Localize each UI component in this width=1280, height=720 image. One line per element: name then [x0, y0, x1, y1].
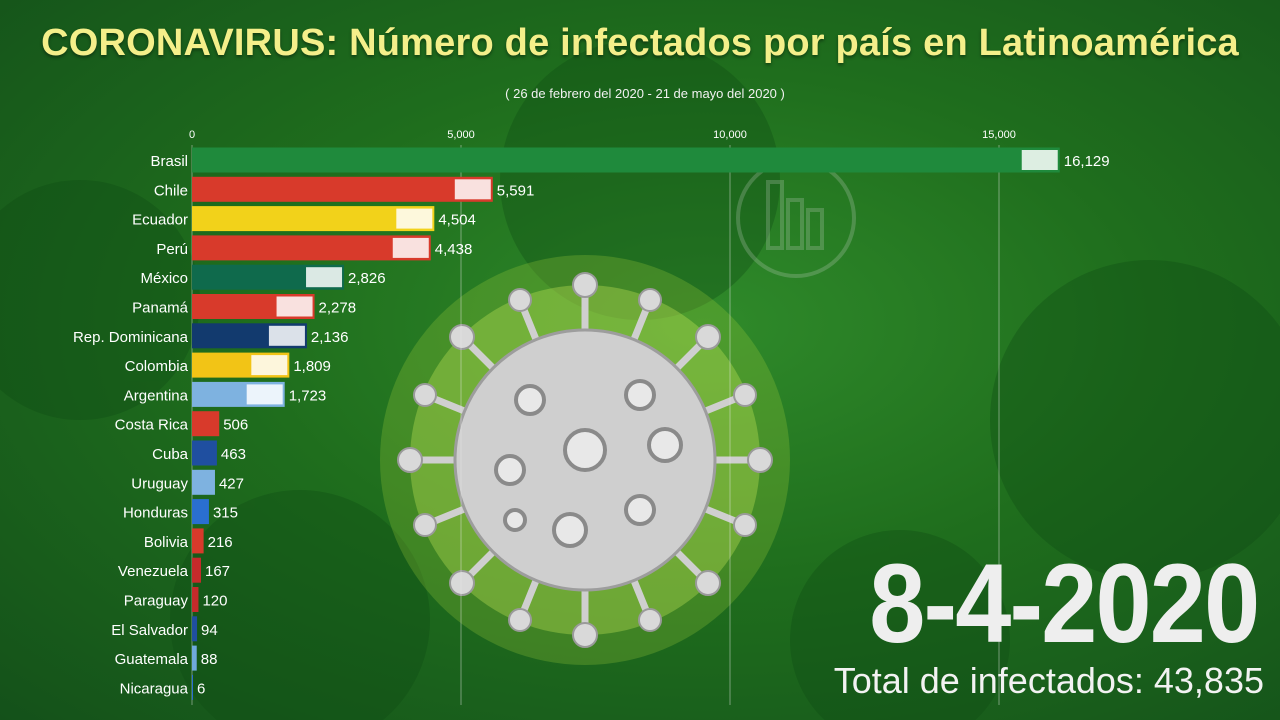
- bar-13: [192, 528, 204, 554]
- x-tick-label: 0: [189, 129, 195, 141]
- chart-subtitle: ( 26 de febrero del 2020 - 21 de mayo de…: [505, 86, 785, 101]
- value-label: 1,809: [293, 358, 331, 375]
- bar-0: [192, 147, 1060, 173]
- category-label: Costa Rica: [115, 417, 189, 434]
- bar-17: [192, 645, 197, 671]
- category-label: Nicaragua: [120, 680, 189, 697]
- value-label: 167: [205, 563, 230, 580]
- bar-15: [192, 587, 199, 612]
- value-label: 2,278: [319, 300, 357, 317]
- x-tick-label: 10,000: [713, 129, 747, 141]
- flag-icon: [454, 179, 491, 200]
- bar-11: [192, 469, 215, 495]
- value-label: 4,438: [435, 241, 473, 258]
- category-label: Ecuador: [132, 212, 188, 229]
- category-label: Panamá: [132, 300, 189, 317]
- flag-icon: [276, 296, 313, 317]
- value-label: 4,504: [438, 212, 476, 229]
- flag-icon: [396, 208, 433, 229]
- value-label: 6: [197, 680, 205, 697]
- category-label: Venezuela: [118, 563, 189, 580]
- category-label: Honduras: [123, 505, 188, 522]
- value-label: 16,129: [1064, 153, 1110, 170]
- x-tick-label: 5,000: [447, 129, 475, 141]
- category-label: Perú: [156, 241, 188, 258]
- bar-1: [192, 176, 493, 202]
- category-label: El Salvador: [111, 622, 188, 639]
- virus-illustration: [380, 255, 790, 665]
- category-label: Rep. Dominicana: [73, 329, 189, 346]
- value-label: 2,826: [348, 270, 386, 287]
- flag-icon: [268, 325, 305, 346]
- value-label: 315: [213, 505, 238, 522]
- value-label: 427: [219, 475, 244, 492]
- value-label: 5,591: [497, 182, 535, 199]
- bar-14: [192, 557, 201, 583]
- flag-icon: [246, 384, 283, 405]
- category-label: Uruguay: [131, 475, 188, 492]
- value-label: 506: [223, 417, 248, 434]
- bar-12: [192, 499, 209, 525]
- total-infected-label: Total de infectados: 43,835: [833, 660, 1264, 701]
- date-label: 8-4-2020: [868, 541, 1260, 666]
- value-label: 2,136: [311, 329, 349, 346]
- bar-10: [192, 440, 217, 466]
- value-label: 216: [208, 534, 233, 551]
- category-label: Brasil: [150, 153, 188, 170]
- category-label: Paraguay: [124, 593, 189, 610]
- category-label: Argentina: [124, 387, 189, 404]
- category-label: Cuba: [152, 446, 189, 463]
- value-label: 463: [221, 446, 246, 463]
- chart-title: CORONAVIRUS: Número de infectados por pa…: [41, 22, 1239, 64]
- flag-icon: [306, 267, 343, 288]
- bar-2: [192, 206, 435, 232]
- flag-icon: [251, 355, 288, 376]
- category-label: Guatemala: [115, 651, 189, 668]
- category-label: Bolivia: [144, 534, 189, 551]
- bar-18: [192, 674, 193, 700]
- category-label: México: [140, 270, 188, 287]
- category-label: Colombia: [125, 358, 189, 375]
- bar-16: [192, 616, 198, 642]
- value-label: 94: [201, 622, 218, 639]
- value-label: 120: [202, 593, 227, 610]
- bar-3: [192, 235, 431, 261]
- value-label: 1,723: [289, 387, 327, 404]
- category-label: Chile: [154, 182, 188, 199]
- flag-icon: [392, 237, 429, 258]
- x-tick-label: 15,000: [982, 129, 1016, 141]
- value-label: 88: [201, 651, 218, 668]
- flag-icon: [1021, 150, 1058, 170]
- bar-9: [192, 411, 220, 437]
